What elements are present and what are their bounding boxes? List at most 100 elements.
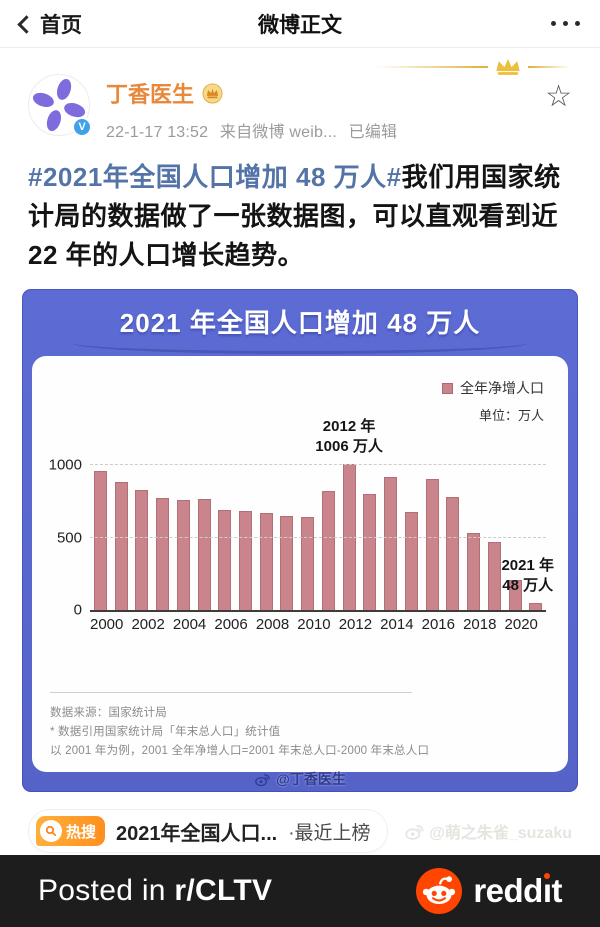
hot-topic-text: 2021年全国人口... (116, 822, 278, 845)
more-menu-button[interactable] (551, 15, 580, 32)
bar-2002 (135, 490, 149, 610)
dot-icon (575, 21, 580, 26)
post-body-text: 我们用国家统计局的数据做了一张数据图，可以直观看到近 22 年的人口增长趋势。 (28, 162, 561, 270)
x-axis-labels: 2000 2002 2004 2006 2008 2010 2012 2014 2016 2018… (90, 612, 546, 636)
gold-line (376, 65, 488, 68)
x-tick-2006: 2006 (214, 615, 248, 633)
bar-2019 (487, 542, 501, 610)
bar-2001 (114, 482, 128, 610)
x-tick-2018: 2018 (463, 615, 497, 633)
note-line-1: * 数据引用国家统计局「年末总人口」统计值 (50, 726, 281, 738)
hot-status-text: ·最近上榜 (288, 822, 371, 844)
hashtag-link[interactable]: #2021年全国人口增加 48 万人# (28, 162, 402, 192)
bar-2016 (425, 478, 439, 610)
gold-line (528, 65, 570, 68)
back-button[interactable]: 首页 (17, 9, 82, 39)
bar-slot (90, 460, 111, 610)
orange-dot-icon (544, 873, 551, 879)
avatar[interactable]: V (28, 74, 92, 137)
bar-slot (463, 460, 484, 610)
weibo-icon (405, 824, 424, 840)
y-tick-1000: 1000 (48, 456, 82, 474)
dot-icon (563, 21, 568, 26)
wordmark-head: redd (473, 872, 543, 909)
hot-search-pill[interactable]: 热搜 2021年全国人口... ·最近上榜 (28, 809, 388, 853)
bar-slot (173, 460, 194, 610)
bar-slot (484, 460, 505, 610)
bar-slot (442, 460, 463, 610)
bar-slot (422, 460, 443, 610)
x-tick-2000: 2000 (90, 615, 124, 633)
y-tick-0: 0 (73, 601, 82, 619)
bar-2020 (508, 580, 522, 610)
page-title: 微博正文 (258, 13, 342, 37)
reddit-wordmark: redd ı t (473, 872, 562, 910)
bar-slot (131, 460, 152, 610)
user-watermark: @萌之朱雀_suzaku (404, 819, 572, 843)
author-block: 丁香医生 22-1-17 13:52 来自微博 weib... 已编辑 (106, 74, 404, 142)
chart-panel: 全年净增人口 单位：万人 0 500 1000 2012 年 1006 万人 2021 年… (32, 356, 568, 772)
user-watermark-text: @萌之朱雀_suzaku (429, 825, 572, 842)
bar-slot (214, 460, 235, 610)
bar-2010 (301, 517, 315, 610)
x-tick-2010: 2010 (297, 615, 331, 633)
gold-crown-decoration (376, 56, 570, 77)
x-tick-2020: 2020 (504, 615, 538, 633)
footer-divider (50, 692, 412, 693)
bar-slot (194, 460, 215, 610)
x-tick-2012: 2012 (338, 615, 373, 633)
back-label: 首页 (40, 13, 82, 37)
chart-watermark: @丁香医生 (22, 766, 578, 792)
post-container: V 丁香医生 22-1-17 13:52 来自微博 weib... 已编辑 (0, 48, 600, 275)
bar-2007 (239, 511, 252, 610)
subreddit-link[interactable]: r/CLTV (174, 874, 273, 907)
bar-slot (505, 460, 526, 610)
bar-2005 (197, 498, 211, 610)
bar-slot (525, 460, 546, 610)
annotation-2012: 2012 年 1006 万人 (315, 417, 383, 456)
reddit-snoo-icon (416, 868, 463, 914)
x-tick-2004: 2004 (172, 615, 207, 633)
bar-2011 (321, 490, 335, 610)
bar-slot (277, 460, 298, 610)
bar-2017 (446, 497, 460, 610)
bar-2006 (218, 509, 232, 610)
favorite-star-icon[interactable]: ☆ (545, 79, 572, 114)
bar-2009 (280, 516, 294, 610)
note-line-2: 以 2001 年为例，2001 全年净增人口=2001 年末总人口-2000 年… (50, 745, 430, 757)
posted-in-text: Posted in r/CLTV (38, 874, 272, 908)
timestamp: 22-1-17 13:52 (106, 124, 209, 141)
y-tick-500: 500 (56, 529, 82, 547)
top-nav-bar: 首页 微博正文 (0, 0, 600, 48)
x-tick-2014: 2014 (380, 615, 414, 633)
verified-badge: V (72, 117, 92, 137)
bars (90, 460, 546, 610)
data-source: 数据来源：国家统计局 (50, 707, 167, 719)
post-header: V 丁香医生 22-1-17 13:52 来自微博 weib... 已编辑 (28, 74, 572, 142)
weibo-icon (255, 773, 271, 786)
reddit-brand: redd ı t (416, 868, 562, 914)
bar-2008 (259, 512, 273, 610)
bar-2018 (467, 533, 481, 610)
bar-2015 (404, 511, 418, 610)
bar-slot (297, 460, 318, 610)
reddit-overlay-bar: Posted in r/CLTV redd ı t (0, 855, 600, 927)
bar-slot (256, 460, 277, 610)
bar-2004 (176, 499, 190, 610)
hot-search-badge: 热搜 (36, 816, 106, 846)
wordmark-tail: t (551, 872, 563, 909)
chart-image[interactable]: 2021 年全国人口增加 48 万人 全年净增人口 单位：万人 0 500 1000… (22, 289, 578, 792)
bar-2013 (363, 493, 377, 610)
bar-slot (401, 460, 422, 610)
bar-2003 (156, 497, 170, 610)
title-arc-decoration (72, 343, 528, 354)
chart-notes: 数据来源：国家统计局 * 数据引用国家统计局「年末总人口」统计值 以 2001 … (50, 704, 550, 761)
bar-slot (235, 460, 256, 610)
author-name[interactable]: 丁香医生 (106, 82, 195, 107)
chart-title: 2021 年全国人口增加 48 万人 (119, 308, 481, 338)
plot-wrapper: 0 500 1000 2012 年 1006 万人 2021 年 48 万人 2000 200… (48, 418, 554, 636)
x-tick-2008: 2008 (255, 615, 290, 633)
wordmark-i: ı (542, 872, 552, 909)
crown-icon (496, 58, 520, 75)
